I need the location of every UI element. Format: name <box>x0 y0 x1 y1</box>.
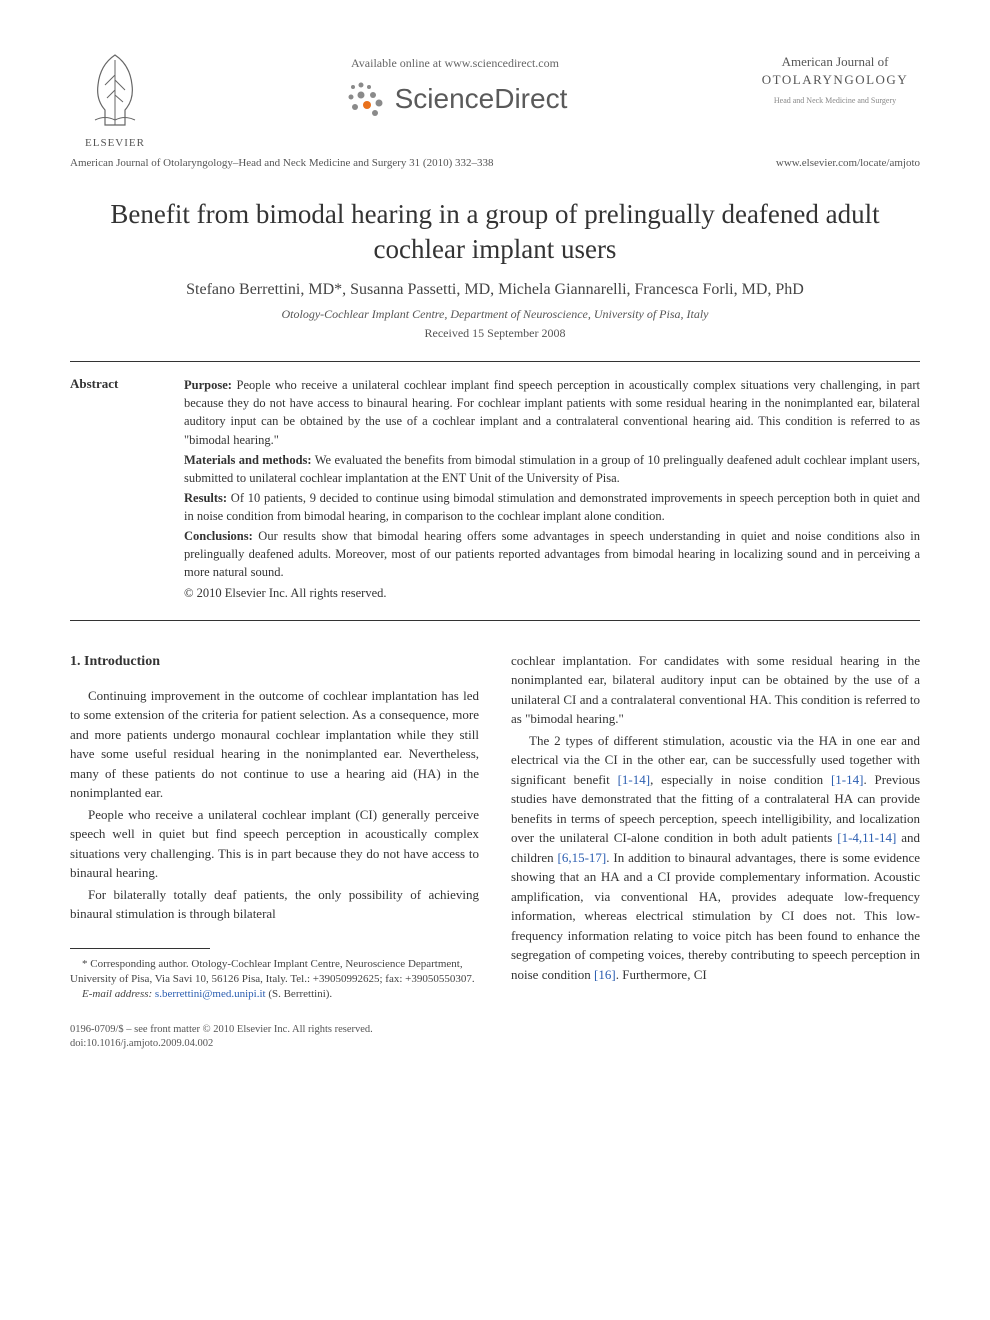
abstract-results: Results: Of 10 patients, 9 decided to co… <box>184 489 920 525</box>
received-date: Received 15 September 2008 <box>70 326 920 341</box>
column-left: 1. Introduction Continuing improvement i… <box>70 651 479 1050</box>
conclusions-label: Conclusions: <box>184 529 253 543</box>
journal-name-line1: American Journal of <box>750 54 920 70</box>
article-title: Benefit from bimodal hearing in a group … <box>70 197 920 267</box>
ref-1-4-11-14[interactable]: [1-4,11-14] <box>837 830 896 845</box>
elsevier-tree-icon <box>80 50 150 130</box>
purpose-label: Purpose: <box>184 378 232 392</box>
abstract-label: Abstract <box>70 376 160 604</box>
conclusions-text: Our results show that bimodal hearing of… <box>184 529 920 579</box>
abstract-block: Abstract Purpose: People who receive a u… <box>70 362 920 620</box>
ref-6-15-17[interactable]: [6,15-17] <box>558 850 607 865</box>
body-columns: 1. Introduction Continuing improvement i… <box>70 651 920 1050</box>
abstract-methods: Materials and methods: We evaluated the … <box>184 451 920 487</box>
journal-name-line2: OTOLARYNGOLOGY <box>750 72 920 88</box>
body-p3: For bilaterally totally deaf patients, t… <box>70 885 479 924</box>
email-link[interactable]: s.berrettini@med.unipi.it <box>155 988 266 1000</box>
results-text: Of 10 patients, 9 decided to continue us… <box>184 491 920 523</box>
column-right: cochlear implantation. For candidates wi… <box>511 651 920 1050</box>
p5f: . Furthermore, CI <box>616 967 707 982</box>
email-footnote: E-mail address: s.berrettini@med.unipi.i… <box>70 987 479 1002</box>
abstract-copyright: © 2010 Elsevier Inc. All rights reserved… <box>184 584 920 602</box>
ref-1-14a[interactable]: [1-14] <box>618 772 651 787</box>
ref-16[interactable]: [16] <box>594 967 616 982</box>
issn-line: 0196-0709/$ – see front matter © 2010 El… <box>70 1023 479 1037</box>
available-online-text: Available online at www.sciencedirect.co… <box>160 56 750 71</box>
p5b: , especially in noise condition <box>650 772 831 787</box>
sciencedirect-dots-icon <box>343 77 387 121</box>
sciencedirect-logo: ScienceDirect <box>343 77 568 121</box>
authors: Stefano Berrettini, MD*, Susanna Passett… <box>70 281 920 299</box>
footnote-separator <box>70 948 210 949</box>
section-heading: 1. Introduction <box>70 651 479 672</box>
sciencedirect-block: Available online at www.sciencedirect.co… <box>160 50 750 126</box>
abstract-purpose: Purpose: People who receive a unilateral… <box>184 376 920 449</box>
body-p1: Continuing improvement in the outcome of… <box>70 686 479 803</box>
body-p5: The 2 types of different stimulation, ac… <box>511 731 920 985</box>
body-p4: cochlear implantation. For candidates wi… <box>511 651 920 729</box>
journal-subtitle: Head and Neck Medicine and Surgery <box>750 96 920 106</box>
journal-title-block: American Journal of OTOLARYNGOLOGY Head … <box>750 50 920 106</box>
email-author: (S. Berrettini). <box>268 988 332 1000</box>
journal-header: ELSEVIER Available online at www.science… <box>70 50 920 149</box>
abstract-body: Purpose: People who receive a unilateral… <box>184 376 920 604</box>
journal-url: www.elsevier.com/locate/amjoto <box>776 157 920 169</box>
citation-text: American Journal of Otolaryngology–Head … <box>70 157 494 169</box>
results-label: Results: <box>184 491 227 505</box>
ref-1-14b[interactable]: [1-14] <box>831 772 864 787</box>
abstract-conclusions: Conclusions: Our results show that bimod… <box>184 527 920 581</box>
citation-row: American Journal of Otolaryngology–Head … <box>70 157 920 169</box>
purpose-text: People who receive a unilateral cochlear… <box>184 378 920 446</box>
rule-bottom <box>70 620 920 621</box>
elsevier-label: ELSEVIER <box>70 137 160 149</box>
sciencedirect-wordmark: ScienceDirect <box>395 83 568 115</box>
body-p2: People who receive a unilateral cochlear… <box>70 805 479 883</box>
p5e: . In addition to binaural advantages, th… <box>511 850 920 982</box>
affiliation: Otology-Cochlear Implant Centre, Departm… <box>70 307 920 322</box>
corresponding-footnote: * Corresponding author. Otology-Cochlear… <box>70 957 479 988</box>
doi-line: doi:10.1016/j.amjoto.2009.04.002 <box>70 1037 479 1051</box>
methods-label: Materials and methods: <box>184 453 312 467</box>
elsevier-logo-block: ELSEVIER <box>70 50 160 149</box>
email-label: E-mail address: <box>82 988 152 1000</box>
